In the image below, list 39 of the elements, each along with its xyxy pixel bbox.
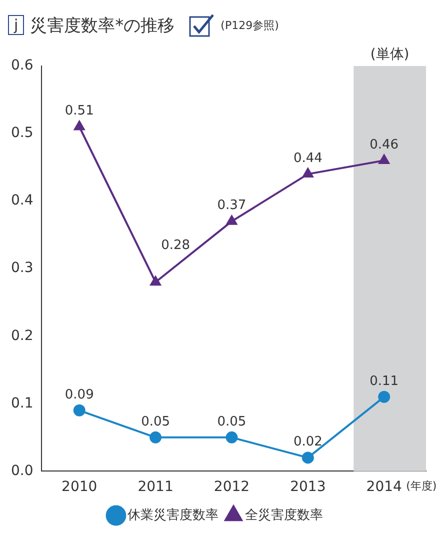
x-tick-label: 2012 xyxy=(214,479,250,496)
point xyxy=(378,154,390,164)
x-tick-label: 2013 xyxy=(290,479,326,496)
y-tick-label: 0.1 xyxy=(11,395,34,412)
chart-title: 災害度数率*の推移 xyxy=(30,14,175,36)
data-label: 0.51 xyxy=(64,104,94,119)
x-axis-title: (年度) xyxy=(406,480,437,493)
point xyxy=(302,168,314,178)
x-tick-label: 2010 xyxy=(62,479,98,496)
data-label: 0.05 xyxy=(217,414,246,430)
point xyxy=(378,390,390,403)
data-label: 0.37 xyxy=(217,198,246,214)
data-label: 0.46 xyxy=(370,137,399,152)
point xyxy=(73,404,86,416)
text: (P129参照) xyxy=(220,18,279,32)
data-label: 0.11 xyxy=(370,374,399,389)
x-tick-label: 2014 xyxy=(366,479,402,496)
point xyxy=(74,120,85,130)
point xyxy=(226,431,238,444)
data-label: 0.02 xyxy=(293,434,322,450)
y-tick-label: 0.0 xyxy=(11,462,34,479)
band-label: (単体) xyxy=(370,46,410,63)
y-tick-label: 0.6 xyxy=(11,58,34,74)
legend-label: 休業災害度数率 xyxy=(128,506,218,523)
x-tick-label: 2011 xyxy=(138,479,174,496)
point xyxy=(150,276,161,286)
y-tick-label: 0.3 xyxy=(11,260,34,276)
data-label: 0.09 xyxy=(64,387,94,402)
y-tick-label: 0.5 xyxy=(11,125,34,142)
text: j xyxy=(8,15,24,35)
y-tick-label: 0.2 xyxy=(11,328,34,344)
point xyxy=(302,452,314,464)
legend-label: 全災害度数率 xyxy=(245,506,323,523)
data-label: 0.44 xyxy=(293,150,322,166)
y-tick-label: 0.4 xyxy=(11,192,34,209)
point xyxy=(150,431,162,444)
data-label: 0.28 xyxy=(161,238,190,253)
data-label: 0.05 xyxy=(141,414,170,430)
point xyxy=(226,215,238,225)
